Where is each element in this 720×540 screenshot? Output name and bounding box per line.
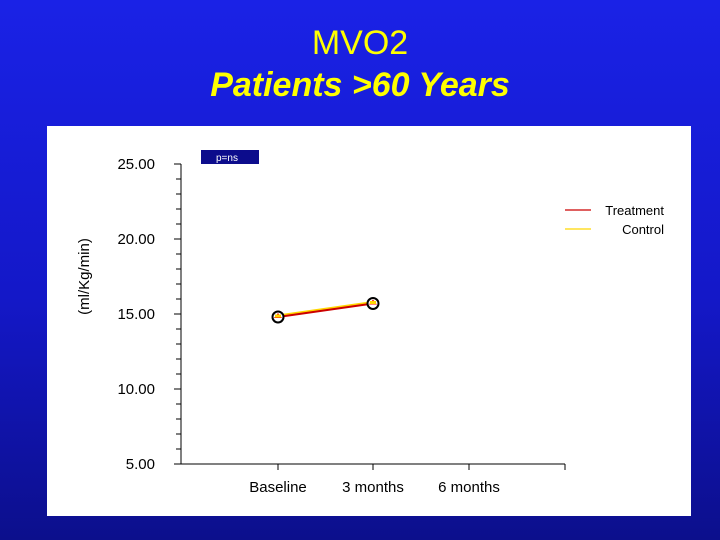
- x-ticks: Baseline 3 months 6 months: [249, 464, 566, 496]
- legend: Treatment Control: [565, 203, 664, 237]
- annotation: p=ns: [201, 150, 259, 164]
- chart: 25.00 20.00 15.00 10.00 5.00 (ml/Kg/min) Base…: [76, 150, 664, 496]
- series-point-control: [275, 314, 281, 318]
- annotation-text: p=ns: [216, 153, 238, 164]
- y-ticks: 25.00 20.00 15.00 10.00 5.00 (ml/Kg/min): [76, 156, 181, 473]
- x-tick-label: 6 months: [438, 479, 500, 496]
- annotation-box: [201, 150, 259, 164]
- x-tick-label: Baseline: [249, 479, 307, 496]
- y-tick-label: 10.00: [117, 381, 155, 398]
- slide-title: MVO2: [311, 24, 409, 62]
- series-line-treatment: [277, 302, 374, 318]
- y-tick-label: 20.00: [117, 231, 155, 248]
- series-point-control: [370, 301, 376, 304]
- x-tick-label: 3 months: [342, 479, 404, 496]
- y-tick-label: 5.00: [126, 456, 155, 473]
- slide-subtitle: Patients >60 Years: [210, 66, 510, 104]
- series-layer: [271, 297, 380, 324]
- series-line-control: [277, 301, 374, 317]
- y-tick-label: 15.00: [117, 306, 155, 323]
- chart-panel: 25.00 20.00 15.00 10.00 5.00 (ml/Kg/min) Base…: [47, 126, 691, 516]
- y-axis-label: (ml/Kg/min): [76, 238, 93, 315]
- chart-axes: [180, 164, 565, 465]
- y-tick-label: 25.00: [117, 156, 155, 173]
- legend-label-control: Control: [622, 222, 664, 237]
- legend-label-treatment: Treatment: [605, 203, 664, 218]
